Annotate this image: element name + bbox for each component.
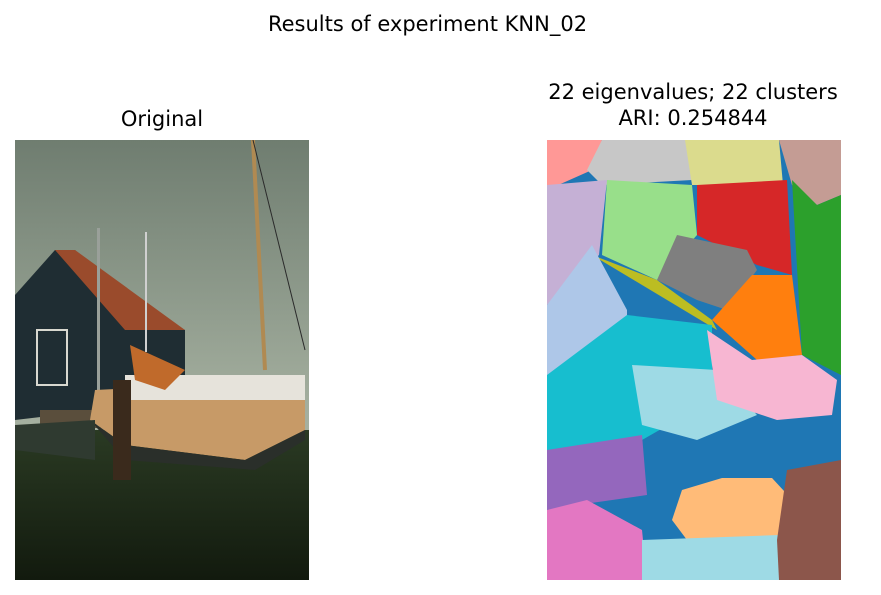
cluster-region bbox=[547, 435, 647, 510]
cluster-region bbox=[777, 460, 841, 580]
cluster-region bbox=[672, 478, 797, 540]
segmentation-illustration bbox=[547, 140, 841, 580]
cluster-region bbox=[547, 500, 647, 580]
cluster-region bbox=[707, 330, 837, 420]
cluster-region bbox=[642, 535, 787, 580]
original-image bbox=[15, 140, 309, 580]
cluster-region bbox=[547, 140, 602, 190]
segmentation-title-line2: ARI: 0.254844 bbox=[618, 106, 768, 130]
cluster-region bbox=[685, 140, 783, 185]
original-photo-illustration bbox=[15, 140, 309, 580]
cluster-region bbox=[587, 140, 692, 185]
segmentation-title-line1: 22 eigenvalues; 22 clusters bbox=[548, 80, 838, 104]
figure-suptitle: Results of experiment KNN_02 bbox=[267, 12, 588, 36]
cluster-region bbox=[779, 140, 841, 205]
cluster-region bbox=[657, 235, 757, 310]
original-image-title: Original bbox=[120, 107, 204, 131]
segmentation-title: 22 eigenvalues; 22 clusters ARI: 0.25484… bbox=[500, 79, 881, 131]
segmentation-map bbox=[547, 140, 841, 580]
cluster-region bbox=[697, 180, 792, 275]
cluster-region bbox=[592, 255, 717, 330]
cluster-region bbox=[792, 180, 841, 375]
cluster-region bbox=[547, 180, 607, 305]
cluster-region bbox=[712, 275, 802, 360]
